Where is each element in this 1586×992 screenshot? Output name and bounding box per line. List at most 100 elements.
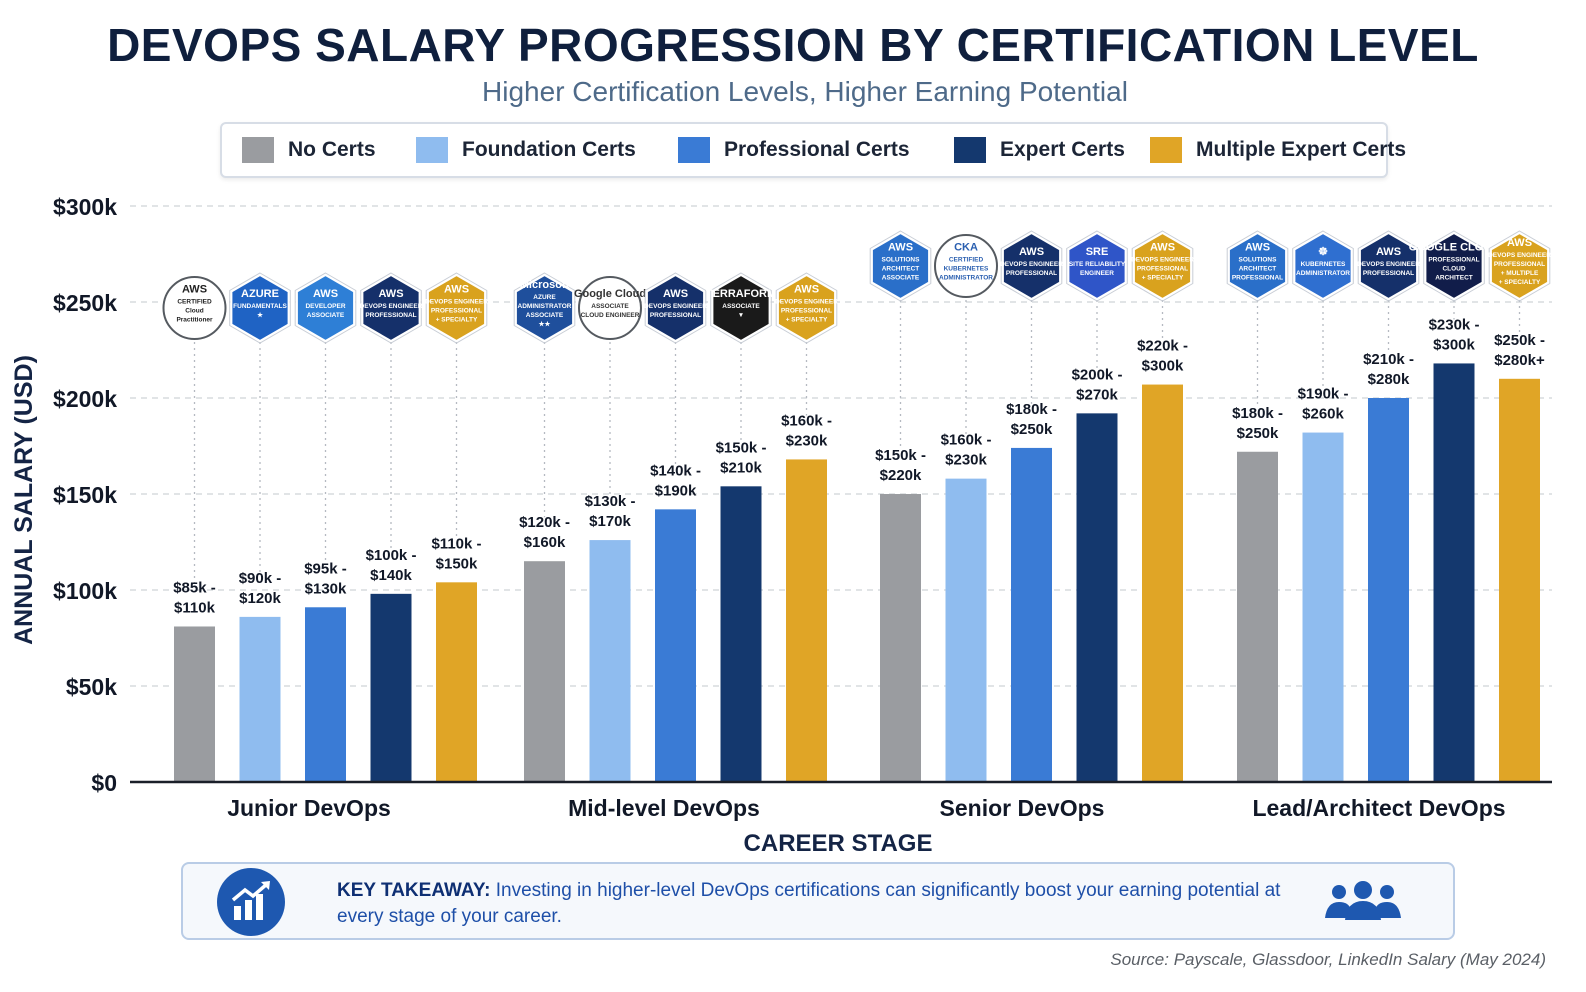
badge-text: AWS [663, 288, 688, 300]
bar [1076, 413, 1118, 782]
badge-text: PROFESSIONAL [1006, 270, 1057, 277]
badge-text: DEVOPS ENGINEER [360, 303, 423, 310]
bar [239, 616, 281, 782]
legend-swatch [1150, 137, 1182, 163]
bar-value-label: $200k - [1072, 366, 1123, 383]
cert-badge-outline [294, 272, 357, 344]
cert-badge-outline [710, 272, 772, 344]
badge-text: AWS [794, 284, 819, 296]
bar-value-label: $160k [524, 534, 566, 551]
badge-text: + SPECIALTY [786, 317, 828, 324]
badge-text: Microsoft [520, 279, 570, 291]
cert-badge-icon [1067, 231, 1127, 301]
legend-item-multiple-expert-certs: Multiple Expert Certs [1150, 137, 1406, 163]
badge-text: CLOUD ENGINEER [581, 312, 640, 319]
badge-text: ★ [257, 311, 264, 319]
bar [880, 494, 921, 782]
cert-badge-outline [1488, 230, 1551, 302]
badge-text: DEVOPS ENGINEER [775, 299, 838, 306]
bar-value-label: $120k - [519, 514, 570, 531]
cert-badge-icon [934, 234, 998, 298]
bar-value-label: $180k - [1232, 405, 1283, 422]
badge-text: PROFESSIONAL [431, 308, 482, 315]
badge-text: DEVOPS ENGINEER [1488, 252, 1551, 259]
badge-text: ARCHITECT [1435, 275, 1473, 282]
bar-value-label: $130k - [585, 493, 636, 510]
badge-text: Practitioner [176, 317, 213, 324]
bar-value-label: $210k [720, 459, 762, 476]
badge-text: ASSOCIATE [307, 312, 345, 319]
badge-text: AWS [1150, 242, 1175, 254]
cert-badge-outline [425, 272, 488, 344]
chart-subtitle: Higher Certification Levels, Higher Earn… [482, 76, 1128, 107]
badge-text: + SPECIALTY [436, 317, 478, 324]
cert-badge-outline [1131, 230, 1194, 302]
legend-swatch [678, 137, 710, 163]
badge-text: ARCHITECT [882, 266, 920, 273]
bar-value-label: $250k [1011, 421, 1053, 438]
cert-badge-outline [775, 272, 838, 344]
badge-text: ADMINISTRATOR [1296, 270, 1350, 277]
y-tick-label: $300k [53, 194, 117, 220]
bar [655, 509, 696, 782]
bar [1237, 451, 1278, 782]
bar-value-label: $300k [1142, 358, 1184, 375]
bar [305, 607, 346, 782]
badge-text: ASSOCIATE [526, 312, 564, 319]
badge-text: SOLUTIONS [1239, 257, 1278, 264]
legend-item-no-certs: No Certs [242, 137, 376, 163]
bar-value-label: $270k [1076, 386, 1118, 403]
badge-text: AWS [444, 284, 469, 296]
bar-value-label: $280k [1368, 371, 1410, 388]
badge-text: DEVOPS ENGINEER [644, 303, 707, 310]
bar-value-label: $190k - [1298, 386, 1349, 403]
bar-value-label: $220k - [1137, 338, 1188, 355]
bar-value-label: $140k [370, 567, 412, 584]
bar-value-label: $150k [436, 555, 478, 572]
badge-text: Google Cloud [574, 288, 646, 300]
badge-text: PROFESSIONAL [1232, 275, 1283, 282]
chart-title: DEVOPS SALARY PROGRESSION BY CERTIFICATI… [107, 19, 1479, 71]
x-tick-label: Mid-level DevOps [568, 795, 760, 821]
bar [720, 486, 762, 782]
legend-swatch [242, 137, 274, 163]
legend-item-professional-certs: Professional Certs [678, 137, 910, 163]
bar [589, 540, 631, 782]
bar [1499, 378, 1540, 782]
cert-badge-icon [514, 273, 575, 343]
bar-value-label: $170k [589, 513, 631, 530]
cert-badge-icon [1489, 231, 1550, 301]
badge-text: AWS [1376, 246, 1401, 258]
cert-badge-icon [1424, 231, 1484, 301]
bar-chart: $0 $50k $100k $150k $200k $250k $300k ANNUAL SA… [10, 194, 1552, 857]
bar-value-label: $95k - [304, 560, 347, 577]
cert-badge-icon [426, 273, 487, 343]
badge-text: AWS [1019, 246, 1044, 258]
bar-value-label: $210k - [1363, 351, 1414, 368]
cert-badge-icon [711, 273, 771, 343]
cert-badge-icon [1001, 231, 1062, 301]
bar [174, 626, 215, 782]
cert-badge-icon [776, 273, 837, 343]
cert-badge-icon [1132, 231, 1193, 301]
cert-badge-icon [1293, 231, 1353, 301]
badge-text: AZURE [241, 288, 279, 300]
badge-text: ☸ [1318, 246, 1328, 258]
badge-text: AWS [313, 288, 338, 300]
badge-text: AWS [378, 288, 403, 300]
cert-badge-outline [1226, 230, 1289, 302]
bar [436, 582, 477, 782]
legend-label: Multiple Expert Certs [1196, 138, 1407, 161]
key-takeaway-box: KEY TAKEAWAY: Investing in higher-level … [181, 862, 1455, 940]
cert-badge-outline [360, 272, 422, 344]
y-tick-label: $200k [53, 386, 117, 412]
badge-text: ADMINISTRATOR [939, 275, 993, 282]
x-axis-label: CAREER STAGE [744, 830, 933, 857]
team-icon [1323, 880, 1403, 927]
badge-text: AWS [888, 242, 913, 254]
badge-text: SITE RELIABILITY [1069, 261, 1126, 268]
cert-badge-outline [1357, 230, 1420, 302]
legend-label: Expert Certs [1000, 138, 1125, 161]
cert-badge-outline [513, 272, 576, 344]
source-note: Source: Payscale, Glassdoor, LinkedIn Sa… [1110, 950, 1546, 969]
